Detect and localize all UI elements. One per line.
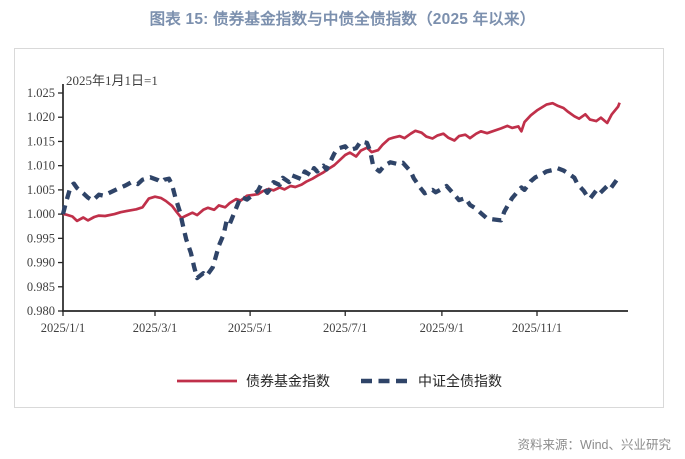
y-tick-label: 1.010 (27, 159, 55, 173)
legend-solid-line-sample (177, 379, 237, 383)
page-title: 图表 15: 债券基金指数与中债全债指数（2025 年以来） (149, 11, 536, 28)
y-tick-label: 0.990 (27, 256, 55, 270)
y-tick-label: 1.015 (27, 134, 55, 148)
chart-legend: 债券基金指数 中证全债指数 (14, 371, 664, 391)
legend-item-bond-fund-index: 债券基金指数 (176, 371, 330, 391)
chart-frame (14, 48, 664, 408)
y-tick-label: 1.000 (27, 207, 55, 221)
y-tick-label: 1.005 (27, 183, 55, 197)
x-tick-label: 2025/11/1 (512, 321, 562, 335)
x-tick-label: 2025/5/1 (228, 321, 272, 335)
x-tick-label: 2025/3/1 (133, 321, 177, 335)
x-tick-label: 2025/7/1 (323, 321, 367, 335)
y-tick-label: 1.020 (27, 110, 55, 124)
y-tick-label: 0.995 (27, 231, 55, 245)
legend-label-csi-aggregate-bond-index: 中证全债指数 (418, 375, 502, 390)
legend-dashed-line-sample (361, 378, 409, 384)
y-tick-label: 0.980 (27, 304, 55, 318)
x-tick-label: 2025/9/1 (420, 321, 464, 335)
legend-label-bond-fund-index: 债券基金指数 (246, 375, 330, 390)
y-tick-label: 0.985 (27, 280, 55, 294)
index-base-annotation: 2025年1月1日=1 (66, 73, 158, 88)
series-line-bond-fund (62, 101, 621, 223)
x-tick-label: 2025/1/1 (41, 321, 85, 335)
series-line-csi-aggregate-bond (60, 139, 622, 281)
source-note: 资料来源：Wind、兴业研究 (517, 438, 671, 452)
y-tick-label: 1.025 (27, 86, 55, 100)
legend-item-csi-aggregate-bond-index: 中证全债指数 (360, 371, 502, 391)
